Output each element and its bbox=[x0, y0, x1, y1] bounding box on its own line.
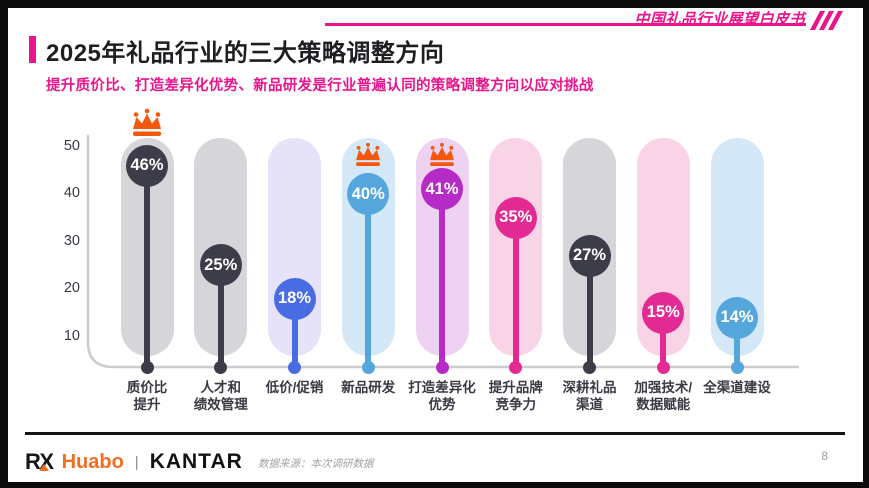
rx-logo-accent bbox=[39, 464, 49, 471]
bar-label-line: 低价/促销 bbox=[265, 380, 324, 395]
bar-stem bbox=[217, 265, 224, 367]
axis-dot bbox=[140, 360, 154, 374]
chart-area: 50 40 30 20 10 46% 质价比提升 25% 人才和绩效管理 18% 低价/促销 40% 新… bbox=[8, 8, 863, 482]
bar-label-line: 优势 bbox=[428, 397, 456, 412]
axis-dot bbox=[361, 360, 375, 374]
bar-label-line: 深耕礼品 bbox=[562, 380, 617, 395]
logo-separator: | bbox=[134, 453, 139, 471]
axis-line bbox=[86, 134, 800, 369]
bar-label: 深耕礼品 渠道 bbox=[540, 379, 640, 413]
bar-label: 加强技术/数据赋能 bbox=[613, 379, 713, 413]
bar-stem bbox=[439, 189, 445, 367]
axis-dot bbox=[583, 360, 596, 374]
crown-icon bbox=[133, 108, 161, 136]
bar-label: 低价/促销 bbox=[245, 379, 345, 396]
bar-value-bubble: 27% bbox=[568, 234, 611, 277]
bar-stem bbox=[144, 165, 150, 367]
bar-label: 全渠道建设 bbox=[687, 379, 787, 396]
bar-stem bbox=[586, 255, 593, 367]
bar-value-bubble: 25% bbox=[199, 244, 242, 287]
bar-label-line: 新品研发 bbox=[341, 380, 396, 395]
slide: 中国礼品行业展望白皮书 2025年礼品行业的三大策略调整方向 提升质价比、打造差… bbox=[8, 8, 863, 482]
y-axis-tick-label: 30 bbox=[63, 232, 80, 249]
bar-label-line: 渠道 bbox=[576, 397, 603, 412]
bar-label-line: 打造差异化 bbox=[408, 380, 476, 395]
bar-value-bubble: 14% bbox=[716, 296, 758, 339]
header-brand-text: 中国礼品行业展望白皮书 bbox=[634, 11, 805, 28]
bar-label: 人才和 绩效管理 bbox=[171, 379, 271, 413]
axis-dot bbox=[656, 360, 670, 374]
bar-label-line: 数据赋能 bbox=[636, 397, 691, 412]
bar-label-line: 竞争力 bbox=[495, 397, 537, 412]
y-axis-tick-label: 50 bbox=[63, 137, 80, 154]
bar-value-bubble: 15% bbox=[642, 291, 685, 334]
bar-label-line: 质价比 bbox=[126, 380, 168, 395]
page-subtitle: 提升质价比、打造差异化优势、新品研发是行业普遍认同的策略调整方向以应对挑战 bbox=[46, 78, 594, 94]
huabo-logo-text: Huabo bbox=[61, 450, 124, 473]
bar-label-line: 绩效管理 bbox=[193, 397, 248, 412]
bar-label-line: 提升 bbox=[133, 397, 161, 412]
bar-stem bbox=[291, 298, 298, 367]
footer-logos: RX Huabo | KANTAR bbox=[25, 449, 243, 475]
page-number: 8 bbox=[821, 449, 828, 463]
axis-dot bbox=[214, 360, 228, 374]
bar-label-line: 全渠道建设 bbox=[703, 380, 771, 395]
bar-stem bbox=[365, 194, 372, 367]
axis-dot bbox=[730, 360, 744, 374]
kantar-logo-text: KANTAR bbox=[149, 450, 243, 473]
rx-logo: RX bbox=[25, 449, 54, 475]
bar-label: 提升品牌 竞争力 bbox=[466, 379, 566, 413]
bar-label: 新品研发 bbox=[318, 379, 418, 396]
page-title: 2025年礼品行业的三大策略调整方向 bbox=[46, 40, 445, 67]
axis-dot bbox=[509, 360, 523, 374]
bar-label-line: 加强技术/ bbox=[634, 380, 693, 395]
bar-value-bubble: 35% bbox=[494, 196, 537, 239]
title-accent-bar bbox=[29, 36, 36, 63]
axis-dot bbox=[435, 360, 449, 374]
crown-icon bbox=[430, 142, 454, 167]
y-axis-tick-label: 40 bbox=[63, 185, 80, 201]
bar-stem bbox=[660, 312, 667, 367]
bar-stem bbox=[734, 317, 740, 367]
bar-label-line: 人才和 bbox=[200, 380, 242, 395]
y-axis-tick-label: 20 bbox=[63, 280, 80, 296]
bar-value-bubble: 40% bbox=[347, 173, 390, 215]
bar-value-bubble: 41% bbox=[421, 168, 463, 211]
y-axis-tick-label: 10 bbox=[63, 327, 80, 344]
axis-dot bbox=[288, 360, 301, 374]
bar-stem bbox=[512, 217, 519, 367]
header-underline bbox=[325, 23, 806, 26]
data-source-note: 数据来源：本次调研数据 bbox=[258, 458, 374, 470]
bar-label-line: 提升品牌 bbox=[488, 380, 543, 395]
bar-label: 质价比 提升 bbox=[97, 379, 197, 413]
crown-icon bbox=[356, 142, 381, 167]
footer-divider bbox=[25, 432, 845, 435]
bar-value-bubble: 46% bbox=[126, 144, 168, 187]
bar-label: 打造差异化 优势 bbox=[392, 379, 492, 413]
bar-value-bubble: 18% bbox=[273, 277, 316, 320]
